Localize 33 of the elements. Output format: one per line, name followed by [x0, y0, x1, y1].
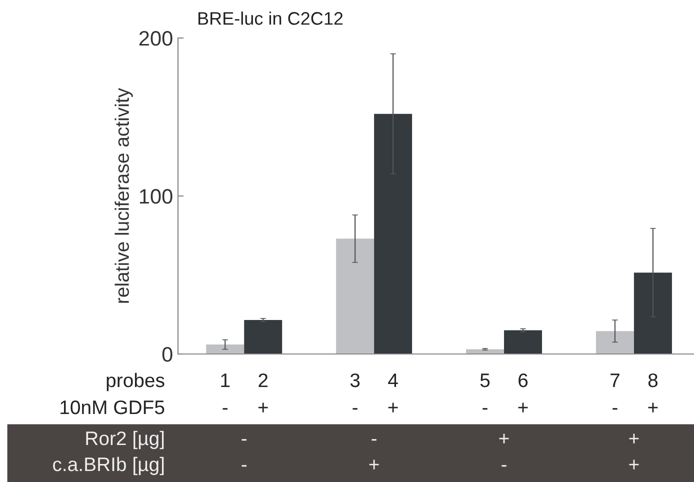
text: -	[482, 408, 488, 410]
text: -	[352, 408, 358, 410]
text: 10nM GDF5	[60, 400, 164, 414]
text: -	[372, 439, 376, 441]
y-tick-label: 100	[140, 189, 172, 204]
text: -	[502, 465, 506, 467]
text: +	[648, 402, 658, 412]
text: -	[242, 439, 246, 441]
text: +	[369, 460, 379, 470]
y-tick-label: 200	[139, 31, 172, 46]
text: Ror2 [µg]	[86, 430, 164, 450]
x-tick-label: 1	[221, 374, 230, 388]
chart-title: BRE-luc in C2C12	[198, 12, 343, 25]
y-axis-title: relative luciferase activity	[114, 88, 133, 303]
text: c.a.BRIb [µg]	[53, 456, 164, 476]
x-tick-label: 6	[518, 373, 528, 388]
x-tick-label: 4	[388, 374, 398, 388]
text: -	[242, 465, 246, 467]
text: +	[258, 402, 268, 412]
x-tick-label: 3	[350, 373, 360, 388]
y-tick-label: 0	[162, 347, 172, 362]
x-tick-label: 7	[610, 374, 620, 388]
text: -	[222, 408, 228, 410]
text: +	[518, 402, 528, 412]
text: +	[629, 460, 639, 470]
text: -	[612, 408, 618, 410]
x-tick-label: 2	[258, 373, 268, 388]
x-tick-label: 8	[648, 373, 658, 388]
text: +	[499, 434, 509, 444]
text: +	[629, 434, 639, 444]
text: +	[388, 402, 398, 412]
x-axis-title: probes	[106, 372, 164, 392]
x-tick-label: 5	[480, 374, 490, 388]
